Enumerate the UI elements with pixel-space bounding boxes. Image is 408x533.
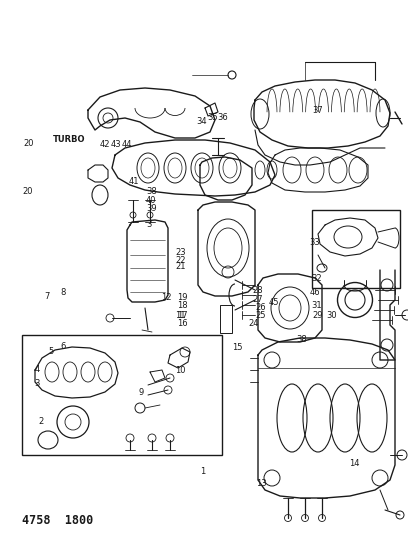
Text: 8: 8	[60, 288, 66, 296]
Text: 42: 42	[99, 141, 110, 149]
Text: 13: 13	[256, 479, 267, 488]
Text: 27: 27	[252, 295, 263, 303]
Text: 6: 6	[60, 343, 66, 351]
Text: 33: 33	[309, 238, 320, 247]
Text: 25: 25	[255, 311, 266, 319]
Text: 44: 44	[122, 141, 132, 149]
Text: 23: 23	[175, 248, 186, 257]
Text: 30: 30	[326, 311, 337, 319]
Text: 38: 38	[146, 188, 157, 196]
Text: 39: 39	[146, 205, 157, 213]
Text: 14: 14	[349, 459, 359, 468]
Text: 26: 26	[255, 303, 266, 312]
Text: 34: 34	[197, 117, 207, 126]
Text: 5: 5	[48, 347, 53, 356]
Text: 9: 9	[139, 389, 144, 397]
Text: 4758  1800: 4758 1800	[22, 514, 94, 527]
Text: 38: 38	[296, 335, 307, 344]
Text: 19: 19	[177, 293, 188, 302]
Text: 24: 24	[248, 319, 259, 328]
Text: 36: 36	[217, 113, 228, 122]
Text: 11: 11	[175, 311, 186, 319]
Text: 37: 37	[312, 107, 323, 115]
Text: 17: 17	[177, 311, 188, 319]
Text: 21: 21	[175, 262, 186, 271]
Text: 3: 3	[146, 221, 151, 229]
Text: 1: 1	[200, 467, 205, 476]
Text: 12: 12	[161, 293, 172, 302]
Text: 32: 32	[311, 274, 322, 282]
Bar	[220, 305, 232, 333]
Bar	[312, 210, 400, 288]
Text: 2: 2	[39, 417, 44, 425]
Text: 7: 7	[44, 292, 49, 301]
Text: 28: 28	[252, 286, 263, 295]
Text: 43: 43	[110, 141, 121, 149]
Text: 15: 15	[233, 343, 243, 352]
Text: 20: 20	[23, 140, 34, 148]
Text: 45: 45	[269, 298, 279, 306]
Text: 46: 46	[309, 288, 320, 296]
Text: 4: 4	[35, 365, 40, 374]
Text: 31: 31	[311, 301, 322, 310]
Text: 18: 18	[177, 302, 188, 310]
Text: 29: 29	[312, 311, 323, 319]
Text: TURBO: TURBO	[53, 135, 86, 144]
Text: 10: 10	[175, 366, 186, 375]
Text: 41: 41	[129, 177, 139, 185]
Text: 20: 20	[22, 188, 33, 196]
Text: 16: 16	[177, 319, 188, 328]
Bar	[22, 335, 222, 455]
Text: 22: 22	[175, 256, 186, 264]
Text: 3: 3	[35, 379, 40, 388]
Text: 40: 40	[146, 196, 157, 205]
Text: 35: 35	[207, 113, 218, 122]
